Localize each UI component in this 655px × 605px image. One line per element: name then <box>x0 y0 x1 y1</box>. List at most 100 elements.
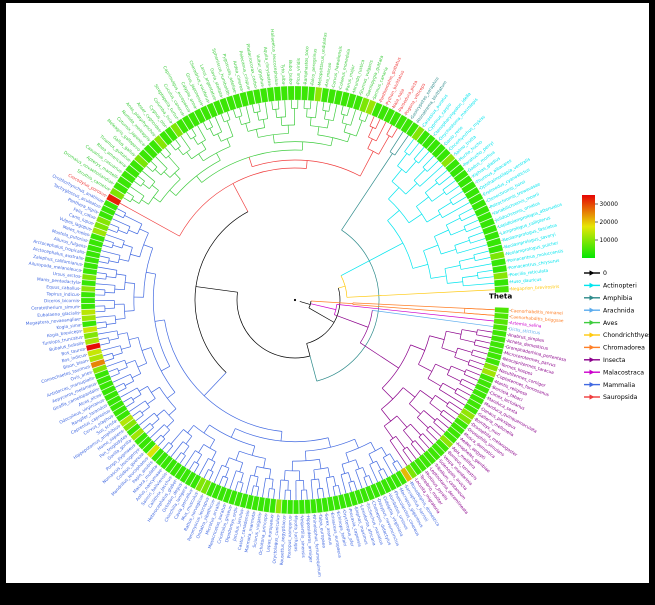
branch <box>198 458 209 476</box>
heatmap-cell <box>471 388 488 400</box>
tip-label: Picus_viridis <box>296 57 302 84</box>
branch <box>341 114 345 123</box>
branch-arc <box>416 206 428 223</box>
branch-arc <box>153 412 160 420</box>
branch <box>175 452 182 461</box>
branch <box>169 189 177 196</box>
tip-tick <box>139 149 141 152</box>
heatmap-cell <box>486 351 502 361</box>
heatmap-cell <box>233 491 244 507</box>
branch-arc <box>183 429 193 437</box>
heatmap-cell <box>263 497 271 513</box>
branch-arc <box>386 134 393 138</box>
branch <box>387 210 400 221</box>
tip-tick <box>477 412 479 414</box>
heatmap-cell <box>409 460 423 476</box>
branch <box>191 128 197 136</box>
tip-tick <box>100 393 102 395</box>
tip-tick <box>493 380 496 382</box>
tip-label: Equus_caballus <box>46 284 80 292</box>
branch <box>475 339 491 344</box>
tip-tick <box>420 474 422 476</box>
tip-label: Megaptera_novaeangliae <box>26 316 81 327</box>
heatmap-ring <box>80 85 509 515</box>
tip-label: Huso_dauricus <box>510 277 542 286</box>
legend-arrow-marker <box>589 344 595 350</box>
tip-tick <box>488 206 491 208</box>
heatmap-cell <box>133 154 149 169</box>
branch <box>154 319 165 322</box>
heatmap-cell <box>133 431 149 446</box>
branch <box>306 160 308 169</box>
heatmap-cell <box>280 86 288 101</box>
branch <box>381 447 387 456</box>
branch <box>310 303 336 310</box>
branch <box>426 160 439 172</box>
branch <box>402 449 412 463</box>
heatmap-cell <box>103 389 120 402</box>
heatmap-cell <box>449 163 465 178</box>
branch <box>277 100 280 110</box>
branch-arc <box>163 409 175 421</box>
branch <box>217 133 222 142</box>
branch <box>179 455 186 464</box>
branch <box>418 436 430 449</box>
branch <box>115 318 126 320</box>
tip-tick <box>467 427 469 430</box>
branch <box>381 387 394 400</box>
heatmap-cell <box>150 447 165 463</box>
branch <box>449 401 463 411</box>
heatmap-cell <box>431 143 446 159</box>
tip-label: Ursus_arctos <box>53 271 82 280</box>
branch <box>337 485 341 495</box>
branch-arc <box>182 149 191 156</box>
heatmap-cell <box>346 93 357 109</box>
branch <box>477 329 493 333</box>
branch <box>150 160 158 168</box>
branch <box>125 401 135 408</box>
branch <box>439 414 453 424</box>
colorbar-tick-label: 30000 <box>600 202 619 208</box>
heatmap-cell <box>239 493 249 509</box>
tip-tick <box>389 492 391 495</box>
branch <box>124 310 135 312</box>
heatmap-cell <box>450 421 466 435</box>
tip-tick <box>201 493 203 496</box>
branch <box>142 183 150 189</box>
tip-label: Caenorhabditis_briggsae <box>510 314 564 324</box>
tip-tick <box>120 171 123 173</box>
branch <box>267 488 270 499</box>
heatmap-cell <box>82 325 98 334</box>
heatmap-cell <box>421 134 436 150</box>
heatmap-cell <box>119 414 135 427</box>
branch <box>230 428 236 438</box>
branch-arc <box>131 397 135 403</box>
heatmap-cell <box>385 475 397 491</box>
tip-tick <box>99 206 102 208</box>
heatmap-cell <box>273 86 282 102</box>
branch-arc <box>221 464 230 469</box>
tip-label: Diceros_bicornis <box>44 298 80 304</box>
heatmap-cell <box>155 451 169 467</box>
tip-tick <box>195 107 197 110</box>
branch <box>348 482 352 492</box>
heatmap-cell <box>457 412 473 426</box>
colorbar: 30000 20000 10000 <box>582 195 618 258</box>
branch <box>156 409 165 417</box>
branch <box>160 151 167 159</box>
branch <box>166 445 174 454</box>
branch <box>310 479 314 500</box>
branch-arc <box>119 345 123 354</box>
branch <box>309 100 312 109</box>
branch <box>369 464 379 483</box>
branch <box>422 433 434 445</box>
branch <box>284 470 286 481</box>
branch-arc <box>274 141 332 147</box>
branch <box>306 489 308 500</box>
tip-tick <box>165 472 167 474</box>
tip-tick <box>491 213 494 215</box>
heatmap-cell <box>400 117 414 134</box>
branch <box>124 215 143 225</box>
branch-arc <box>378 468 384 472</box>
tip-label: Artemia_salina <box>509 320 542 329</box>
